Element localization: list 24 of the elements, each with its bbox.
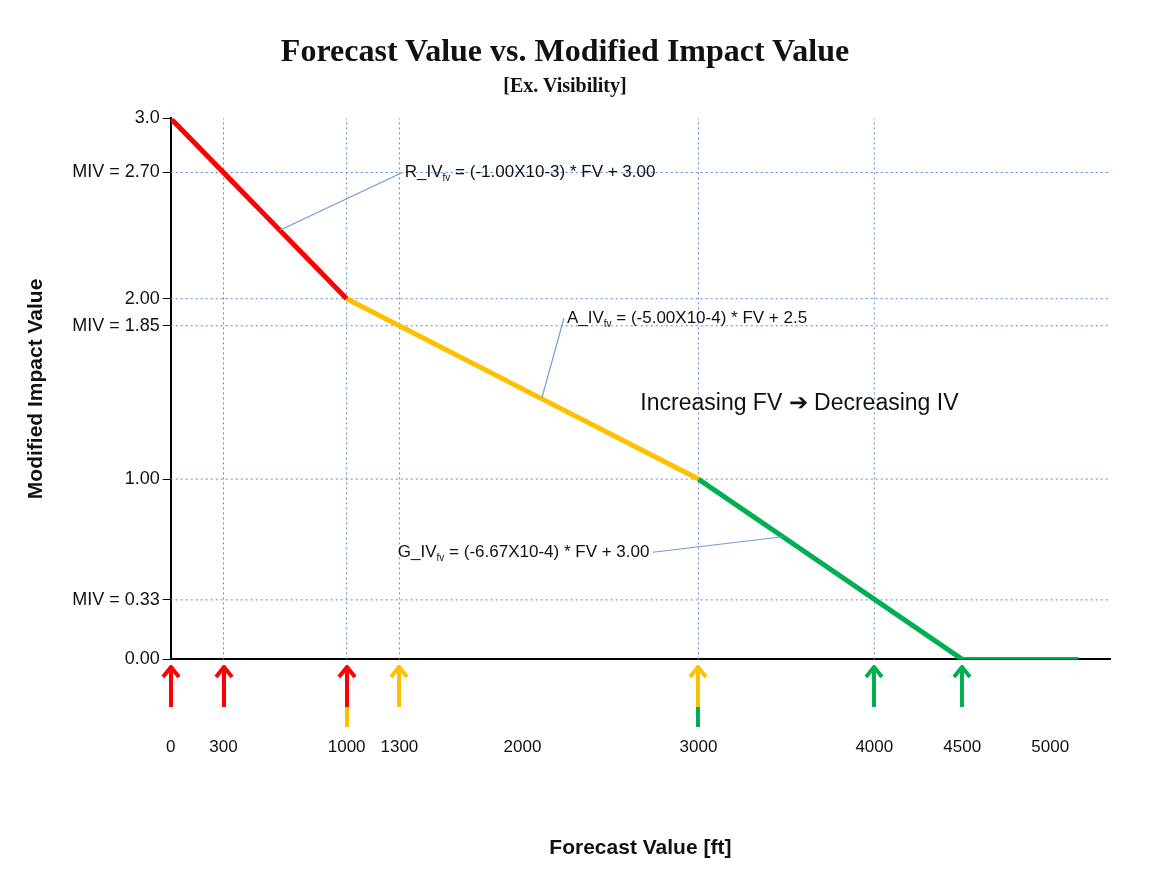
x-axis-title: Forecast Value [ft] bbox=[549, 835, 732, 859]
annotation: Increasing FV ➔ Decreasing IV bbox=[640, 388, 959, 416]
annotation: R_IV$_{fv}$ = (-1.00X10-3) * FV + 3.00 bbox=[404, 162, 656, 184]
y-tick-label: MIV = 0.33 bbox=[72, 588, 160, 609]
x-tick-label: 4500 bbox=[943, 737, 982, 757]
chart-subtitle: [Ex. Visibility] bbox=[503, 73, 627, 97]
x-tick-label: 5000 bbox=[1031, 737, 1070, 757]
x-tick-label: 1300 bbox=[380, 737, 419, 757]
x-tick-label: 1000 bbox=[327, 737, 366, 757]
y-tick-label: 2.00 bbox=[124, 287, 160, 308]
x-tick-label: 0 bbox=[166, 737, 176, 757]
y-tick-label: MIV = 2.70 bbox=[72, 161, 160, 182]
y-tick-label: MIV = 1.85 bbox=[72, 314, 160, 335]
y-tick-label: 3.0 bbox=[134, 107, 160, 128]
chart-title: Forecast Value vs. Modified Impact Value bbox=[280, 32, 850, 69]
annotation: G_IV$_{fv}$ = (-6.67X10-4) * FV + 3.00 bbox=[397, 541, 650, 564]
annotation: A_IV$_{fv}$ = (-5.00X10-4) * FV + 2.5 bbox=[566, 307, 808, 330]
y-axis-title: Modified Impact Value bbox=[23, 278, 47, 500]
x-tick-label: 3000 bbox=[679, 737, 718, 757]
y-tick-label: 0.00 bbox=[124, 648, 160, 669]
x-tick-label: 4000 bbox=[855, 737, 894, 757]
y-tick-label: 1.00 bbox=[124, 468, 160, 489]
x-tick-label: 2000 bbox=[503, 737, 542, 757]
x-tick-label: 300 bbox=[209, 737, 238, 757]
